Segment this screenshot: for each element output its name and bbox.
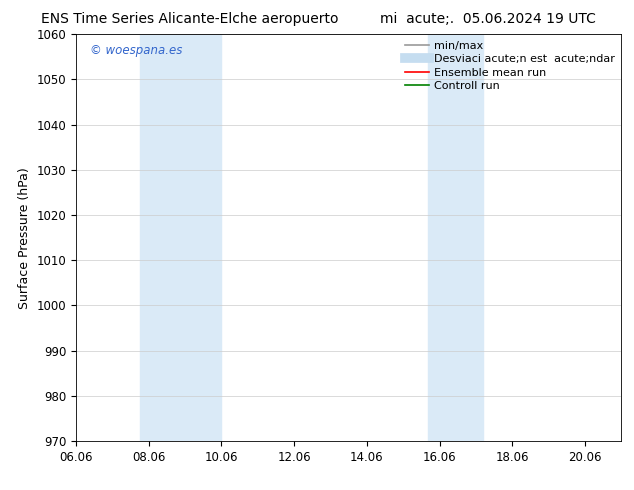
Bar xyxy=(429,34,483,441)
Text: mi  acute;.  05.06.2024 19 UTC: mi acute;. 05.06.2024 19 UTC xyxy=(380,12,596,26)
Text: ENS Time Series Alicante-Elche aeropuerto: ENS Time Series Alicante-Elche aeropuert… xyxy=(41,12,339,26)
Bar xyxy=(139,34,221,441)
Text: © woespana.es: © woespana.es xyxy=(90,45,182,57)
Y-axis label: Surface Pressure (hPa): Surface Pressure (hPa) xyxy=(18,167,31,309)
Legend: min/max, Desviaci acute;n est  acute;ndar, Ensemble mean run, Controll run: min/max, Desviaci acute;n est acute;ndar… xyxy=(401,37,619,96)
